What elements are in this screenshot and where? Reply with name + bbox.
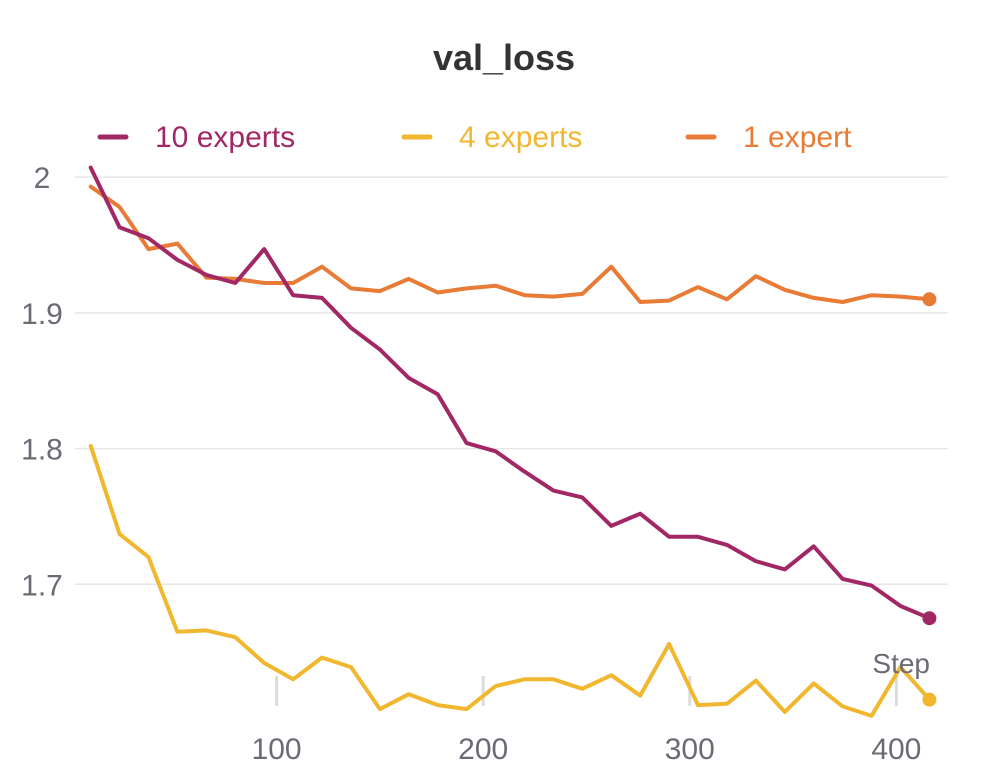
legend-label: 10 experts <box>155 121 295 154</box>
x-tick-label: 300 <box>665 733 715 766</box>
series-endpoint-4-experts[interactable] <box>922 692 937 707</box>
x-tick-label: 100 <box>252 733 302 766</box>
legend-label: 4 experts <box>459 121 582 154</box>
series-endpoint-1-expert[interactable] <box>922 292 937 307</box>
series-lines <box>88 165 932 718</box>
x-axis-label: Step <box>872 648 930 679</box>
series-line-10-experts <box>88 165 932 621</box>
chart-title: val_loss <box>433 37 575 78</box>
legend: 10 experts 4 experts 1 expert <box>97 121 852 154</box>
y-tick-label: 1.7 <box>21 569 63 602</box>
y-axis-ticks: 1.7 1.8 1.9 2 <box>21 162 63 602</box>
legend-item-4-experts[interactable]: 4 experts <box>401 121 582 154</box>
x-axis-ticks: 100 200 300 400 <box>252 676 921 766</box>
x-tick-label: 200 <box>458 733 508 766</box>
series-endpoint-10-experts[interactable] <box>922 611 937 626</box>
y-tick-label: 1.9 <box>21 298 63 331</box>
series-line-4-experts <box>88 443 932 718</box>
y-tick-label: 2 <box>34 162 51 195</box>
series-endpoints <box>922 292 937 707</box>
x-tick-label: 400 <box>871 733 921 766</box>
gridlines <box>75 176 948 586</box>
legend-item-1-expert[interactable]: 1 expert <box>685 121 852 154</box>
y-tick-label: 1.8 <box>21 434 63 467</box>
legend-item-10-experts[interactable]: 10 experts <box>97 121 295 154</box>
legend-label: 1 expert <box>743 121 852 154</box>
series-line-1-expert <box>88 184 932 304</box>
